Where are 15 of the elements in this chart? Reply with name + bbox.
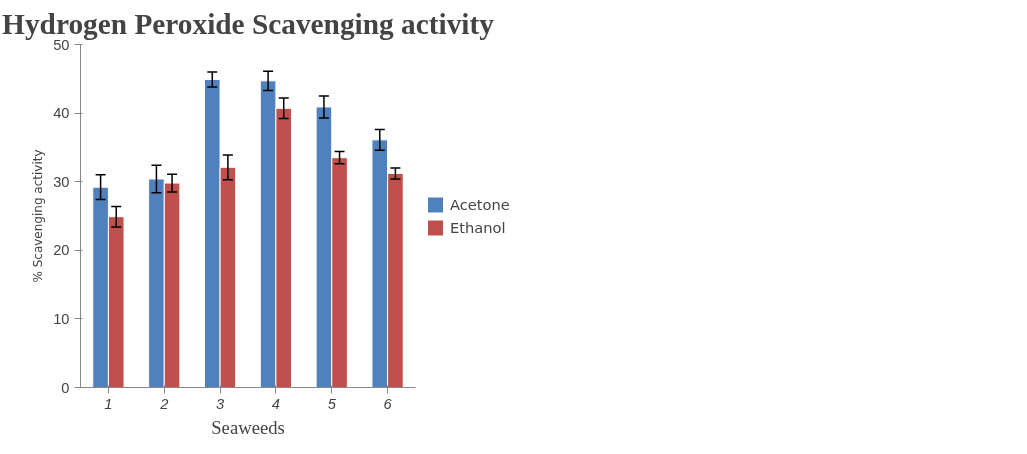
x-tick-label: 4 — [271, 395, 280, 412]
x-tick-label: 3 — [216, 395, 226, 412]
x-tick-label: 1 — [104, 395, 113, 412]
y-axis-title: % Scavenging activity — [31, 149, 46, 283]
x-tick-label: 5 — [327, 395, 337, 412]
y-tick-label: 10 — [53, 310, 70, 327]
legend-label: Acetone — [450, 195, 510, 213]
y-tick-label: 30 — [53, 173, 70, 190]
x-tick-label: 6 — [383, 395, 393, 412]
y-tick-label: 40 — [53, 105, 70, 122]
legend-label: Ethanol — [450, 218, 506, 236]
x-tick-label: 2 — [159, 395, 169, 412]
y-tick-label: 0 — [61, 379, 70, 396]
y-tick-label: 20 — [53, 242, 70, 259]
x-axis-title: Seaweeds — [211, 416, 285, 438]
